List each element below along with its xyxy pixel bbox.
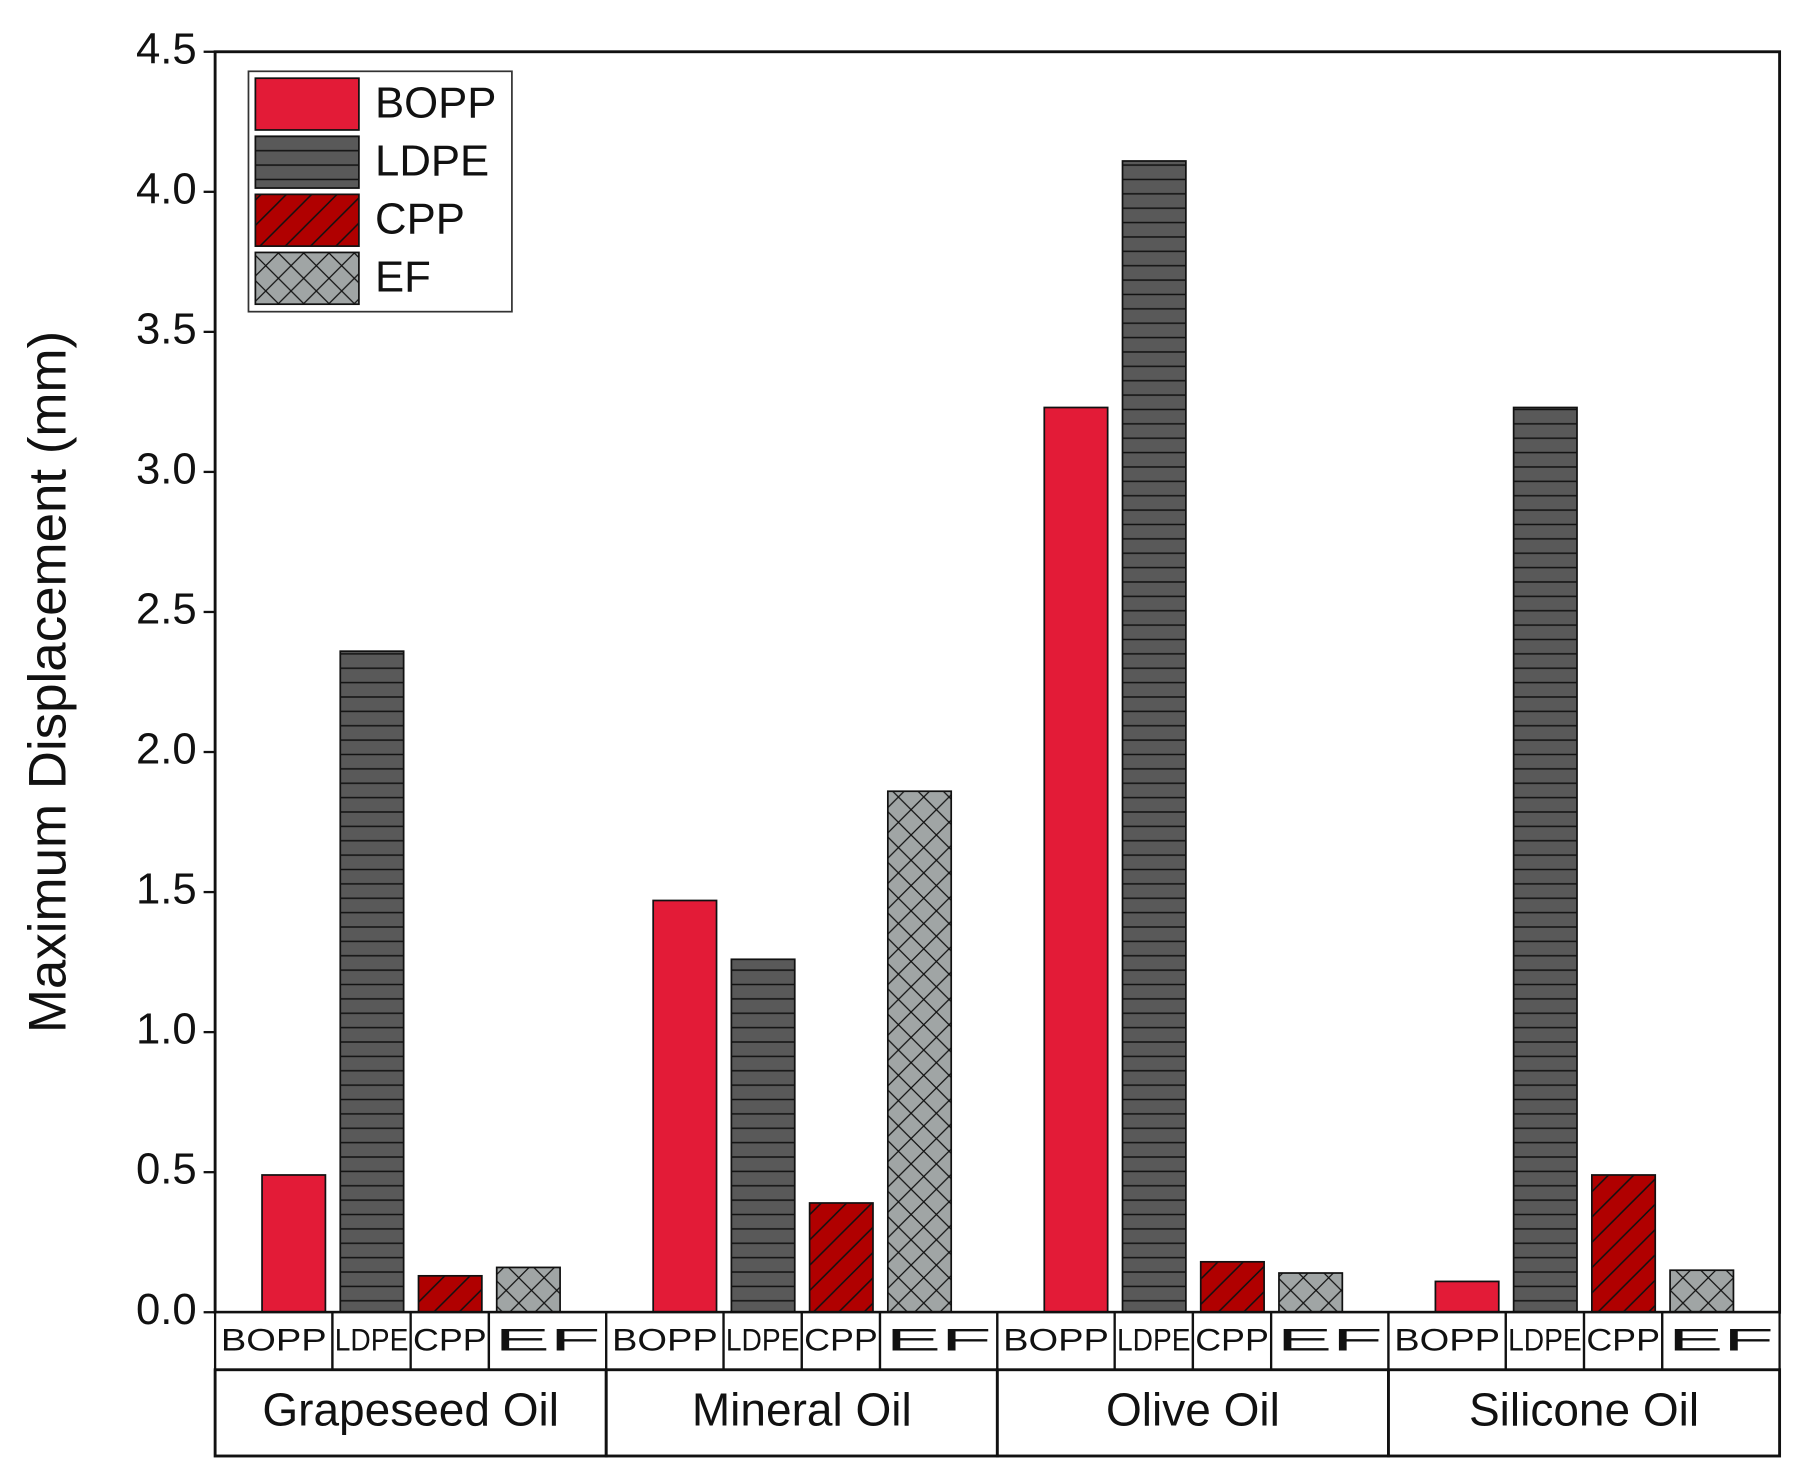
y-tick-label: 4.0 <box>136 164 197 213</box>
y-axis-label: Maximum Displacement (mm) <box>19 331 78 1033</box>
y-tick-label: 2.5 <box>136 585 197 634</box>
x-sub-cell <box>213 1311 334 1371</box>
x-sub-label: BOPP <box>221 1322 327 1357</box>
legend-label: EF <box>375 253 431 302</box>
x-sub-cell <box>487 1311 608 1371</box>
y-tick-label: 2.0 <box>136 725 197 774</box>
bar-hatch <box>1200 1261 1265 1313</box>
bar-hatch <box>1122 160 1186 1313</box>
y-tick-label: 1.0 <box>136 1005 197 1054</box>
bar <box>1434 1280 1500 1314</box>
x-sub-label: BOPP <box>1394 1322 1500 1357</box>
bar-hatch <box>340 651 404 1313</box>
y-tick-label: 0.5 <box>136 1145 197 1194</box>
y-tick-label: 0.0 <box>136 1285 197 1334</box>
x-sub-label: CPP <box>804 1322 878 1357</box>
x-sub-label: BOPP <box>612 1322 718 1357</box>
x-sub-cell <box>605 1311 725 1371</box>
x-sub-label: BOPP <box>1003 1322 1109 1357</box>
x-group-cell <box>995 1368 1390 1458</box>
bar <box>1043 406 1109 1314</box>
x-group-cell <box>1387 1368 1782 1458</box>
x-sub-label: LDPE <box>1508 1322 1582 1357</box>
bar-hatch <box>1278 1273 1343 1313</box>
bar-hatch <box>809 1202 873 1313</box>
legend-label: LDPE <box>375 136 489 185</box>
x-sub-label: EF <box>495 1322 601 1357</box>
y-tick-label: 1.5 <box>136 865 197 914</box>
bar-hatch <box>496 1267 561 1313</box>
x-group-label: Grapeseed Oil <box>262 1384 559 1436</box>
y-tick-label: 4.5 <box>136 24 197 73</box>
x-sub-label: LDPE <box>726 1322 800 1357</box>
y-tick-label: 3.0 <box>136 444 197 493</box>
bar-hatch <box>887 791 952 1313</box>
bar-hatch <box>731 959 795 1313</box>
x-sub-label: LDPE <box>335 1322 409 1357</box>
legend-label: BOPP <box>375 78 496 127</box>
x-group-label: Mineral Oil <box>692 1384 912 1436</box>
bar-hatch <box>1670 1270 1734 1313</box>
legend-swatch-hatch <box>255 136 359 189</box>
bar-hatch <box>418 1275 482 1313</box>
bar-hatch <box>1513 407 1577 1313</box>
legend-swatch <box>254 77 360 131</box>
bar <box>261 1174 327 1314</box>
y-tick-label: 3.5 <box>136 304 197 353</box>
x-sub-cell <box>1504 1311 1586 1371</box>
x-sub-label: EF <box>886 1322 992 1357</box>
x-sub-label: CPP <box>1195 1322 1269 1357</box>
x-sub-label: EF <box>1668 1322 1774 1357</box>
x-sub-label: EF <box>1277 1322 1383 1357</box>
x-sub-label: CPP <box>413 1322 487 1357</box>
x-sub-cell <box>409 1311 491 1371</box>
x-sub-cell <box>1661 1311 1781 1371</box>
bar-hatch <box>1591 1174 1656 1313</box>
legend-swatch-hatch <box>255 194 359 247</box>
legend-label: CPP <box>375 195 465 244</box>
bar <box>652 899 718 1314</box>
legend-swatch-hatch <box>255 252 359 305</box>
x-group-cell <box>604 1368 999 1458</box>
x-group-label: Silicone Oil <box>1469 1384 1699 1436</box>
x-sub-label: CPP <box>1586 1322 1660 1357</box>
x-sub-label: LDPE <box>1117 1322 1191 1357</box>
x-group-label: Olive Oil <box>1106 1384 1280 1436</box>
